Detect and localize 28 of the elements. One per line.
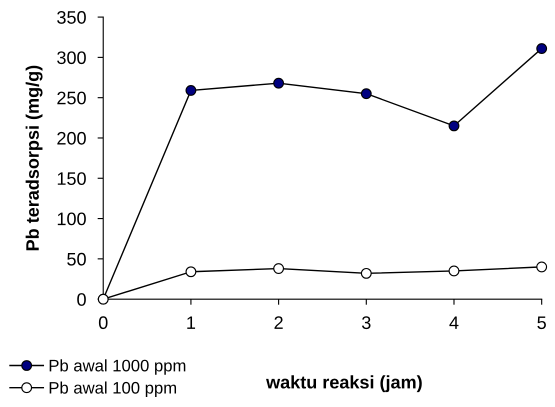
- x-tick-label: 1: [187, 316, 196, 329]
- legend-label: Pb awal 1000 ppm: [50, 359, 186, 375]
- point: [186, 266, 196, 278]
- y-tick-label: 50: [67, 252, 86, 266]
- x-tick-label: 3: [362, 316, 371, 330]
- y-tick-label: 200: [57, 132, 86, 145]
- point: [448, 120, 460, 132]
- point: [536, 43, 548, 54]
- x-tick-label: 5: [537, 316, 546, 330]
- point: [186, 85, 196, 96]
- point: [360, 268, 372, 279]
- y-tick-label: 150: [58, 172, 86, 185]
- point: [360, 88, 372, 100]
- y-tick-label: 350: [57, 11, 86, 24]
- x-tick-label: 0: [98, 316, 108, 330]
- y-tick-label: 0: [77, 293, 86, 306]
- point: [273, 78, 284, 89]
- point: [536, 261, 548, 272]
- y-axis-title: Pb teradsorpsi (mg/g): [26, 66, 43, 250]
- y-tick-label: 300: [57, 51, 86, 64]
- y-tick-label: 250: [57, 92, 86, 104]
- x-axis-title: waktu reaksi (jam): [266, 375, 422, 392]
- x-tick-label: 4: [449, 316, 458, 329]
- x-tick-label: 2: [274, 316, 283, 329]
- y-tick-label: 100: [58, 212, 86, 226]
- point: [273, 263, 284, 274]
- legend-label: Pb awal 100 ppm: [50, 381, 176, 397]
- point: [448, 266, 460, 276]
